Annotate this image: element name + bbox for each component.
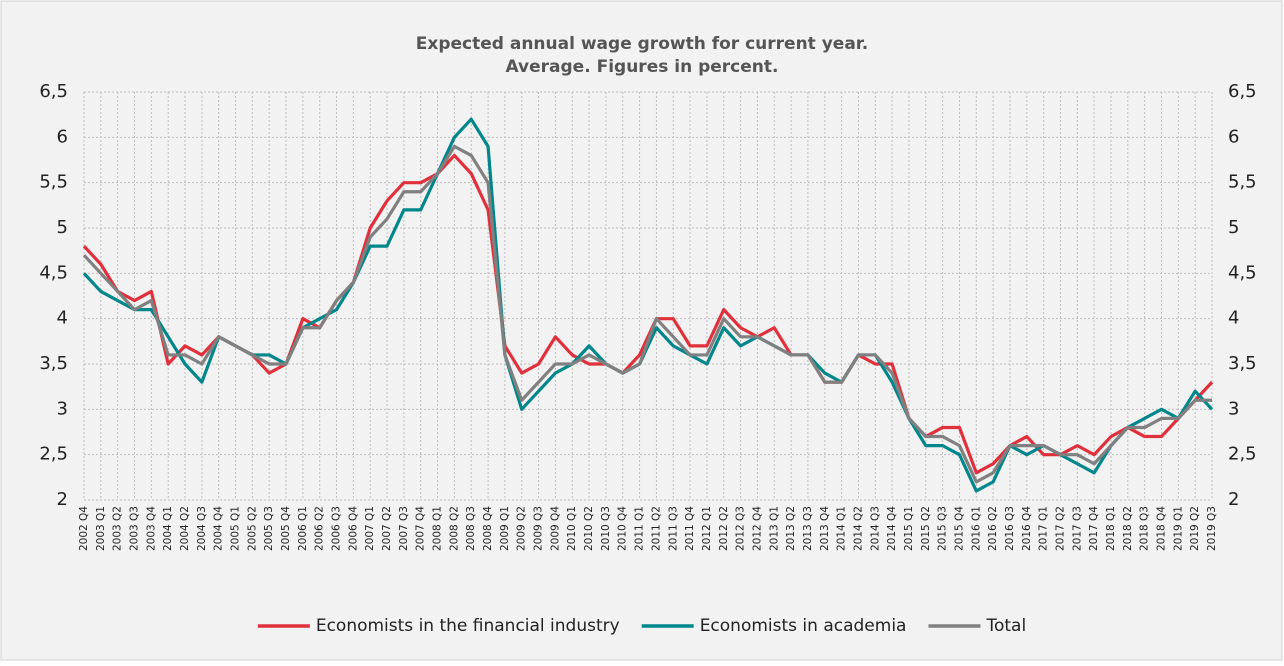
y-tick-label: 5,5 xyxy=(39,172,68,193)
x-tick-label: 2017 Q1 xyxy=(1038,506,1050,551)
x-tick-label: 2012 Q3 xyxy=(735,506,747,551)
legend-label: Total xyxy=(985,616,1026,636)
x-tick-label: 2007 Q4 xyxy=(415,506,427,551)
x-tick-label: 2016 Q3 xyxy=(1004,506,1016,551)
x-tick-label: 2009 Q4 xyxy=(549,506,561,551)
legend-item: Economists in the financial industry xyxy=(257,616,620,636)
x-tick-label: 2008 Q2 xyxy=(448,506,460,551)
x-tick-label: 2010 Q2 xyxy=(583,506,595,551)
x-tick-label: 2019 Q1 xyxy=(1172,506,1184,551)
x-tick-label: 2016 Q1 xyxy=(970,506,982,551)
y2-tick-label: 4,5 xyxy=(1228,262,1257,283)
x-tick-label: 2013 Q4 xyxy=(819,506,831,551)
x-tick-label: 2003 Q4 xyxy=(145,506,157,551)
x-tick-label: 2010 Q1 xyxy=(566,506,578,551)
x-tick-label: 2006 Q3 xyxy=(331,506,343,551)
x-tick-label: 2013 Q1 xyxy=(768,506,780,551)
y2-tick-label: 4 xyxy=(1228,308,1239,329)
x-tick-label: 2012 Q4 xyxy=(751,506,763,551)
x-tick-label: 2014 Q1 xyxy=(836,506,848,551)
x-tick-label: 2005 Q2 xyxy=(246,506,258,551)
x-tick-label: 2003 Q2 xyxy=(112,506,124,551)
x-tick-label: 2008 Q3 xyxy=(465,506,477,551)
x-tick-label: 2007 Q2 xyxy=(381,506,393,551)
x-tick-label: 2006 Q4 xyxy=(347,506,359,551)
series-line xyxy=(82,144,1212,484)
x-tick-label: 2014 Q3 xyxy=(869,506,881,551)
y2-tick-label: 6 xyxy=(1228,126,1239,147)
chart-title: Expected annual wage growth for current … xyxy=(416,34,868,54)
x-tick-label: 2005 Q1 xyxy=(230,506,242,551)
x-tick-label: 2007 Q3 xyxy=(398,506,410,551)
x-tick-label: 2005 Q4 xyxy=(280,506,292,551)
x-tick-label: 2016 Q4 xyxy=(1021,506,1033,551)
legend-item: Economists in academia xyxy=(641,616,907,636)
y2-tick-label: 2,5 xyxy=(1228,444,1257,465)
x-tick-label: 2019 Q3 xyxy=(1206,506,1218,551)
x-tick-label: 2018 Q4 xyxy=(1155,506,1167,551)
x-tick-label: 2013 Q3 xyxy=(802,506,814,551)
x-tick-label: 2015 Q4 xyxy=(953,506,965,551)
y2-tick-label: 5 xyxy=(1228,217,1239,238)
legend-label: Economists in academia xyxy=(700,616,907,636)
x-tick-label: 2018 Q2 xyxy=(1122,506,1134,551)
x-tick-label: 2009 Q2 xyxy=(516,506,528,551)
x-tick-label: 2006 Q2 xyxy=(314,506,326,551)
y2-tick-label: 6,5 xyxy=(1228,81,1257,102)
chart-title: Average. Figures in percent. xyxy=(506,57,779,77)
x-tick-label: 2012 Q2 xyxy=(718,506,730,551)
x-tick-label: 2015 Q3 xyxy=(937,506,949,551)
x-tick-label: 2004 Q2 xyxy=(179,506,191,551)
x-tick-label: 2002 Q4 xyxy=(78,506,90,551)
x-tick-label: 2009 Q1 xyxy=(499,506,511,551)
y2-tick-label: 3 xyxy=(1228,398,1239,419)
x-tick-label: 2010 Q4 xyxy=(617,506,629,551)
x-tick-label: 2018 Q3 xyxy=(1139,506,1151,551)
y-tick-label: 3 xyxy=(57,398,68,419)
x-tick-label: 2019 Q2 xyxy=(1189,506,1201,551)
y-tick-label: 2,5 xyxy=(39,444,68,465)
x-tick-label: 2012 Q1 xyxy=(701,506,713,551)
x-tick-label: 2015 Q1 xyxy=(903,506,915,551)
x-tick-label: 2007 Q1 xyxy=(364,506,376,551)
x-tick-label: 2011 Q3 xyxy=(667,506,679,551)
x-tick-label: 2014 Q4 xyxy=(886,506,898,551)
y2-tick-label: 2 xyxy=(1228,489,1239,510)
x-tick-label: 2016 Q2 xyxy=(987,506,999,551)
x-tick-label: 2009 Q3 xyxy=(533,506,545,551)
x-tick-label: 2004 Q3 xyxy=(196,506,208,551)
x-tick-label: 2004 Q4 xyxy=(213,506,225,551)
x-tick-label: 2006 Q1 xyxy=(297,506,309,551)
x-tick-label: 2011 Q2 xyxy=(650,506,662,551)
x-tick-label: 2008 Q4 xyxy=(482,506,494,551)
legend-item: Total xyxy=(928,616,1026,636)
x-tick-label: 2011 Q1 xyxy=(634,506,646,551)
x-tick-label: 2017 Q2 xyxy=(1054,506,1066,551)
x-tick-label: 2018 Q1 xyxy=(1105,506,1117,551)
x-tick-label: 2003 Q3 xyxy=(129,506,141,551)
x-tick-label: 2017 Q4 xyxy=(1088,506,1100,551)
legend-label: Economists in the financial industry xyxy=(316,616,620,636)
y-tick-label: 4,5 xyxy=(39,262,68,283)
x-tick-label: 2014 Q2 xyxy=(852,506,864,551)
y2-tick-label: 3,5 xyxy=(1228,353,1257,374)
x-tick-label: 2011 Q4 xyxy=(684,506,696,551)
x-tick-label: 2010 Q3 xyxy=(600,506,612,551)
y-tick-label: 3,5 xyxy=(39,353,68,374)
x-tick-label: 2008 Q1 xyxy=(432,506,444,551)
x-tick-label: 2003 Q1 xyxy=(95,506,107,551)
y-tick-label: 2 xyxy=(57,489,68,510)
x-tick-label: 2004 Q1 xyxy=(162,506,174,551)
x-tick-label: 2017 Q3 xyxy=(1071,506,1083,551)
y-tick-label: 4 xyxy=(57,308,68,329)
x-tick-label: 2005 Q3 xyxy=(263,506,275,551)
y-tick-label: 5 xyxy=(57,217,68,238)
y-tick-label: 6,5 xyxy=(39,81,68,102)
y-tick-label: 6 xyxy=(57,126,68,147)
x-tick-label: 2013 Q2 xyxy=(785,506,797,551)
x-tick-label: 2015 Q2 xyxy=(920,506,932,551)
y2-tick-label: 5,5 xyxy=(1228,172,1257,193)
